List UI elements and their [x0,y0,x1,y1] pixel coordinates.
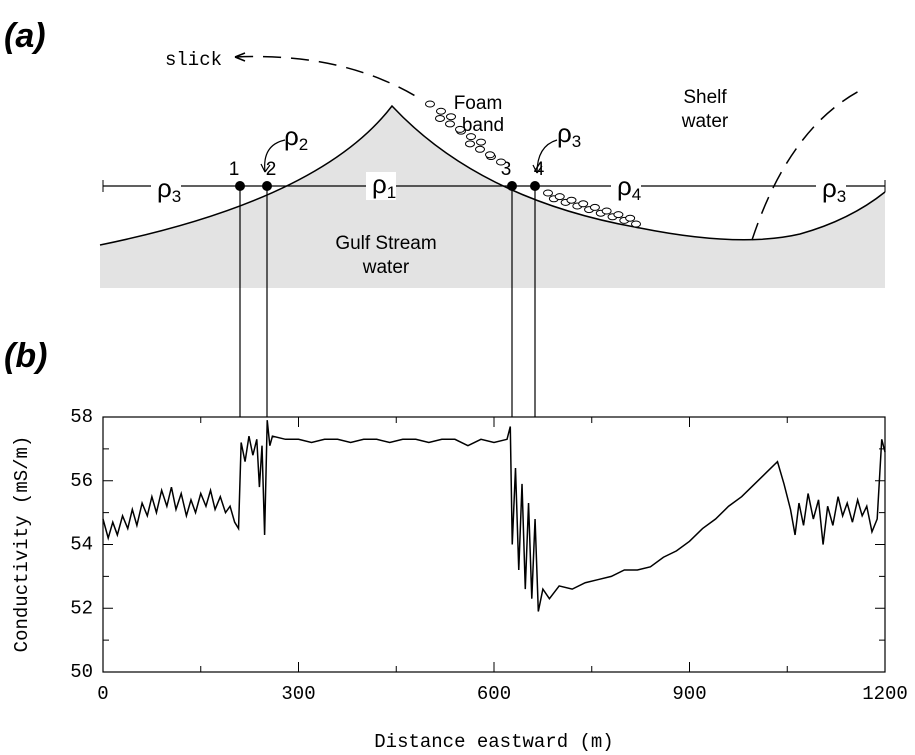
density-label: ρ2 [284,121,308,155]
arrow-head [532,164,543,174]
density-label: ρ4 [617,171,641,205]
density-label: ρ3 [822,173,846,207]
foam-bubble [485,151,495,159]
foam-label: band [462,115,504,136]
density-symbol: ρ [157,173,172,203]
x-axis-label: Distance eastward (m) [374,731,613,753]
pointer-arrow [264,139,286,173]
x-tick-label: 300 [281,683,315,705]
foam-bubble [445,120,455,128]
foam-bubble [455,125,465,133]
label-background [816,176,846,204]
foam-bubble [613,211,624,219]
y-tick-label: 52 [70,597,93,619]
arrow-head [234,52,246,62]
foam-bubble [589,203,600,211]
foam-bubble [578,200,589,208]
foam-bubble [435,114,445,122]
label-background [366,172,396,200]
sample-point [262,181,272,191]
data-line [102,420,886,612]
point-label: 1 [229,159,240,180]
density-subscript: 1 [387,183,396,202]
panel-label: (b) [4,337,47,375]
foam-bubble [476,138,486,146]
arrow-head [260,163,271,173]
foam-bubble [446,113,456,121]
foam-bubble [631,220,641,228]
foam-bubble [601,207,612,215]
sample-point [235,181,245,191]
sample-point [530,181,540,191]
foam-bubble [566,196,577,204]
x-tick-label: 600 [477,683,511,705]
y-tick-label: 54 [70,534,93,556]
foam-bubble [554,193,565,201]
foam-bubble [543,189,553,197]
foam-bubble [496,158,506,166]
y-axis-label: Conductivity (mS/m) [11,436,33,653]
x-tick-label: 1200 [862,683,908,705]
y-tick-label: 58 [70,406,93,428]
x-tick-label: 900 [672,683,706,705]
front-curve [99,104,886,246]
gulf-label: water [362,257,410,278]
foam-bubble [475,145,485,153]
gulf-label: Gulf Stream [335,233,436,254]
density-symbol: ρ [557,118,572,148]
density-label: ρ3 [557,118,581,152]
slick-label: slick [165,49,222,71]
y-tick-label: 56 [70,470,93,492]
density-label: ρ1 [372,169,396,203]
density-subscript: 3 [572,132,581,151]
panel-label: (a) [4,17,46,55]
density-label: ρ3 [157,173,181,207]
plot-frame [102,416,886,673]
label-background [151,176,181,204]
gulf-stream-area [100,106,885,288]
y-tick-label: 50 [70,661,93,683]
foam-label: Foam [454,93,503,114]
foam-bubble [436,107,446,115]
label-background [611,174,641,202]
density-symbol: ρ [822,173,837,203]
density-symbol: ρ [284,121,299,151]
shelf-label: water [681,111,729,132]
point-label: 2 [266,159,277,180]
foam-bubble [425,100,435,108]
pointer-arrow [536,139,558,174]
density-subscript: 3 [172,187,181,206]
density-symbol: ρ [372,169,387,199]
shelf-label: Shelf [683,87,727,108]
density-symbol: ρ [617,171,632,201]
foam-bubble [465,140,475,148]
slick-dashed [234,55,423,101]
density-subscript: 4 [632,185,641,204]
point-label: 4 [534,159,545,180]
foam-bubble [625,214,636,222]
point-label: 3 [501,159,512,180]
density-subscript: 3 [837,187,846,206]
sample-point [507,181,517,191]
shelf-dashed [751,87,866,241]
x-tick-label: 0 [97,683,108,705]
density-subscript: 2 [299,135,308,154]
foam-bubble [466,133,476,141]
